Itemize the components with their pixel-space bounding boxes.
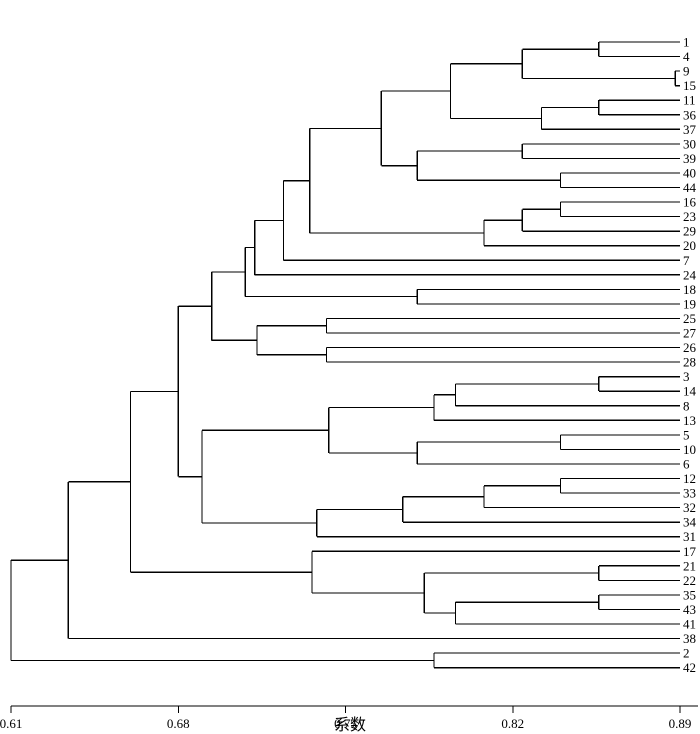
leaf-labels: 1491511363730394044162329207241819252726…	[683, 35, 697, 676]
leaf-label-17: 17	[683, 544, 697, 559]
leaf-label-9: 9	[683, 64, 690, 79]
leaf-label-24: 24	[683, 267, 697, 282]
leaf-label-34: 34	[683, 515, 697, 530]
leaf-label-44: 44	[683, 180, 697, 195]
leaf-label-6: 6	[683, 456, 690, 471]
leaf-label-15: 15	[683, 78, 696, 93]
leaf-label-14: 14	[683, 384, 697, 399]
leaf-label-16: 16	[683, 195, 697, 210]
leaf-label-40: 40	[683, 165, 696, 180]
leaf-label-39: 39	[683, 151, 696, 166]
leaf-label-33: 33	[683, 486, 696, 501]
leaf-label-23: 23	[683, 209, 696, 224]
leaf-label-38: 38	[683, 631, 696, 646]
leaf-label-2: 2	[683, 646, 690, 661]
leaf-label-20: 20	[683, 238, 696, 253]
leaf-label-21: 21	[683, 558, 696, 573]
leaf-label-4: 4	[683, 49, 690, 64]
x-tick-label: 0.61	[0, 716, 22, 731]
leaf-label-22: 22	[683, 573, 696, 588]
leaf-label-35: 35	[683, 587, 696, 602]
leaf-label-43: 43	[683, 602, 696, 617]
x-tick-label: 0.68	[167, 716, 190, 731]
leaf-label-32: 32	[683, 500, 696, 515]
leaf-label-31: 31	[683, 529, 696, 544]
leaf-label-37: 37	[683, 122, 697, 137]
x-tick-label: 0.75	[334, 716, 357, 731]
leaf-label-7: 7	[683, 253, 690, 268]
leaf-label-27: 27	[683, 326, 697, 341]
x-tick-label: 0.89	[669, 716, 692, 731]
x-axis: 0.61 0.68 0.75 0.82 0.89	[0, 705, 698, 731]
leaf-label-18: 18	[683, 282, 696, 297]
leaf-label-12: 12	[683, 471, 696, 486]
leaf-label-5: 5	[683, 427, 690, 442]
leaf-label-29: 29	[683, 224, 696, 239]
leaf-label-11: 11	[683, 93, 696, 108]
leaf-label-42: 42	[683, 660, 696, 675]
leaf-label-28: 28	[683, 355, 696, 370]
leaf-label-19: 19	[683, 296, 696, 311]
leaf-label-10: 10	[683, 442, 696, 457]
x-axis-title: 系数	[334, 715, 366, 734]
dendrogram-tree	[10, 41, 680, 669]
leaf-label-41: 41	[683, 617, 696, 632]
leaf-label-36: 36	[683, 107, 697, 122]
leaf-label-25: 25	[683, 311, 696, 326]
leaf-label-26: 26	[683, 340, 697, 355]
leaf-label-30: 30	[683, 136, 696, 151]
leaf-label-3: 3	[683, 369, 690, 384]
leaf-label-13: 13	[683, 413, 696, 428]
leaf-label-1: 1	[683, 35, 690, 50]
x-tick-label: 0.82	[501, 716, 524, 731]
leaf-label-8: 8	[683, 398, 690, 413]
